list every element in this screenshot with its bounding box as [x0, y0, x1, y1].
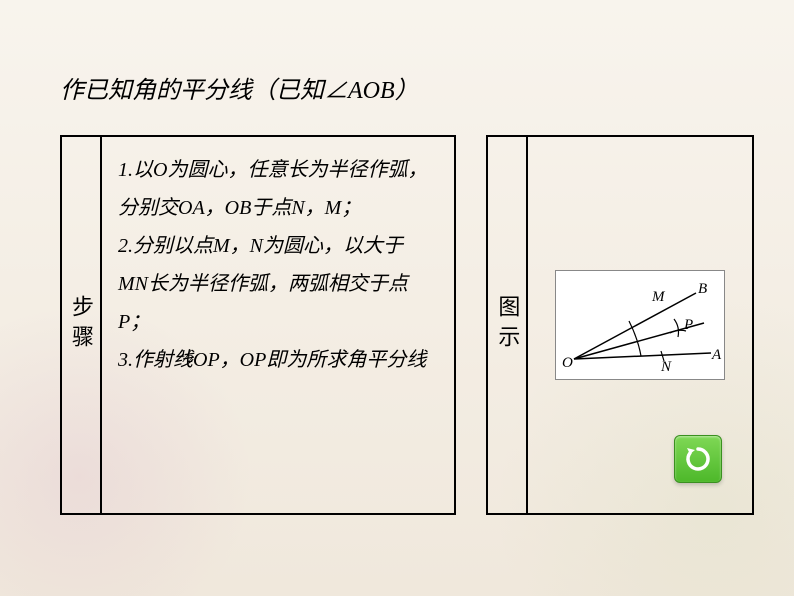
- angle-diagram: O A B M N P: [555, 270, 725, 380]
- refresh-button[interactable]: [674, 435, 722, 483]
- slide-content: 作已知角的平分线（已知∠AOB） 步骤 1.以O为圆心，任意长为半径作弧，分别交…: [0, 0, 794, 545]
- steps-label: 步骤: [62, 137, 102, 513]
- diagram-content: O A B M N P: [528, 137, 752, 513]
- tables-container: 步骤 1.以O为圆心，任意长为半径作弧，分别交OA，OB于点N，M； 2.分别以…: [60, 135, 754, 515]
- steps-text: 1.以O为圆心，任意长为半径作弧，分别交OA，OB于点N，M； 2.分别以点M，…: [118, 159, 427, 371]
- steps-content: 1.以O为圆心，任意长为半径作弧，分别交OA，OB于点N，M； 2.分别以点M，…: [102, 137, 454, 513]
- arc-p1: [674, 319, 679, 337]
- diagram-label: 图示: [488, 137, 528, 513]
- label-n: N: [660, 359, 672, 375]
- page-title: 作已知角的平分线（已知∠AOB）: [60, 70, 754, 105]
- mn-half-indicator: ½: [180, 339, 194, 373]
- label-a: A: [711, 347, 722, 363]
- label-m: M: [651, 289, 666, 305]
- refresh-icon: [683, 444, 713, 474]
- label-p: P: [683, 317, 693, 333]
- diagram-table: 图示 O A: [486, 135, 754, 515]
- diagram-svg: O A B M N P: [556, 271, 726, 381]
- steps-table: 步骤 1.以O为圆心，任意长为半径作弧，分别交OA，OB于点N，M； 2.分别以…: [60, 135, 456, 515]
- label-b: B: [698, 281, 707, 297]
- label-o: O: [562, 355, 573, 371]
